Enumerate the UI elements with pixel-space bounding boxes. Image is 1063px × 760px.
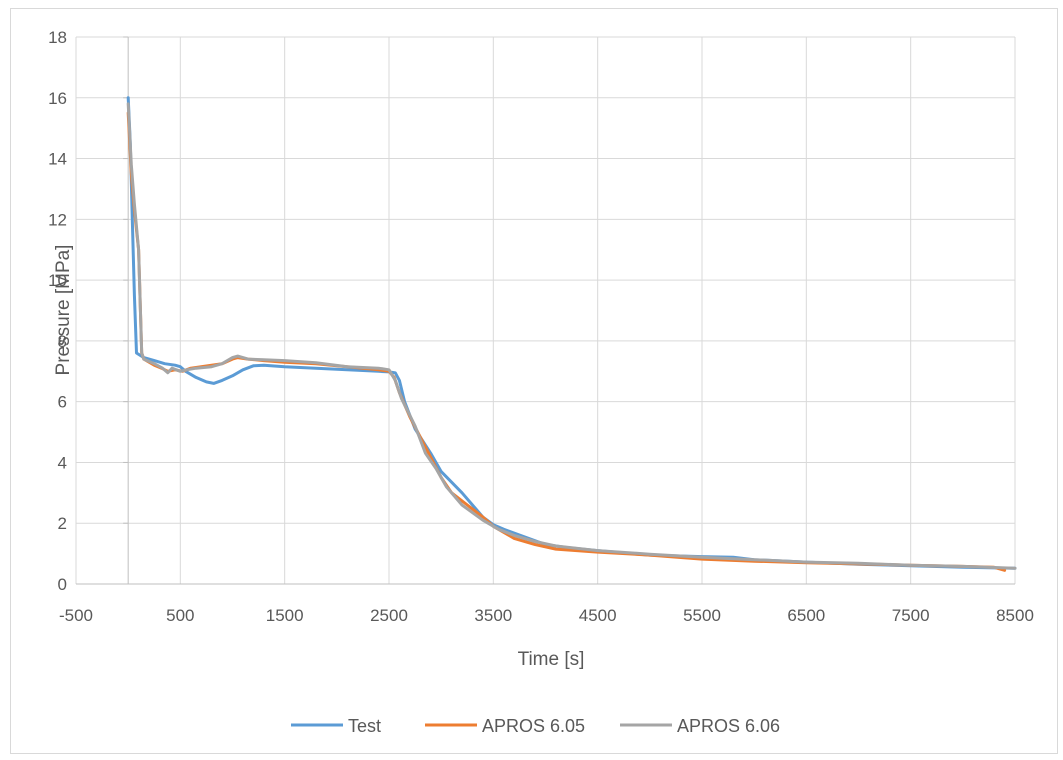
- x-axis-title: Time [s]: [518, 649, 585, 670]
- chart-frame: [10, 8, 1058, 754]
- grid-layer: [75, 36, 1016, 585]
- y-tick-label: 12: [48, 210, 67, 229]
- y-tick-label: 0: [58, 575, 67, 594]
- y-tick-label: 2: [58, 514, 67, 533]
- series-line-0: [126, 96, 1017, 570]
- x-tick-label: 2500: [370, 606, 408, 625]
- y-tick-label: 4: [58, 453, 67, 472]
- x-tick-label: 3500: [474, 606, 512, 625]
- x-tick-label: 7500: [892, 606, 930, 625]
- x-tick-label: 8500: [996, 606, 1034, 625]
- legend-label: APROS 6.06: [677, 716, 780, 736]
- y-tick-label: 10: [48, 271, 67, 290]
- y-tick-label: 14: [48, 150, 67, 169]
- legend-label: Test: [348, 716, 381, 736]
- y-axis-title: Pressure [MPa]: [53, 245, 74, 376]
- y-tick-label: 16: [48, 89, 67, 108]
- y-tick-label: 6: [58, 393, 67, 412]
- x-tick-label: 500: [166, 606, 194, 625]
- series-line-2: [126, 102, 1017, 570]
- legend: Test APROS 6.05 APROS 6.06: [291, 716, 780, 736]
- x-tick-label: 6500: [787, 606, 825, 625]
- x-tick-label: -500: [59, 606, 93, 625]
- x-tick-label: 5500: [683, 606, 721, 625]
- x-tick-label: 4500: [579, 606, 617, 625]
- series-layer: [126, 96, 1017, 572]
- series-line-1: [126, 111, 1007, 572]
- y-tick-label: 8: [58, 332, 67, 351]
- y-tick-label: 18: [48, 28, 67, 47]
- tick-layer: 0 2 4 6 8 10 12 14 16 18 -500 500 1500 2500 3500 4500 55…: [48, 28, 1034, 625]
- x-tick-label: 1500: [266, 606, 304, 625]
- legend-label: APROS 6.05: [482, 716, 585, 736]
